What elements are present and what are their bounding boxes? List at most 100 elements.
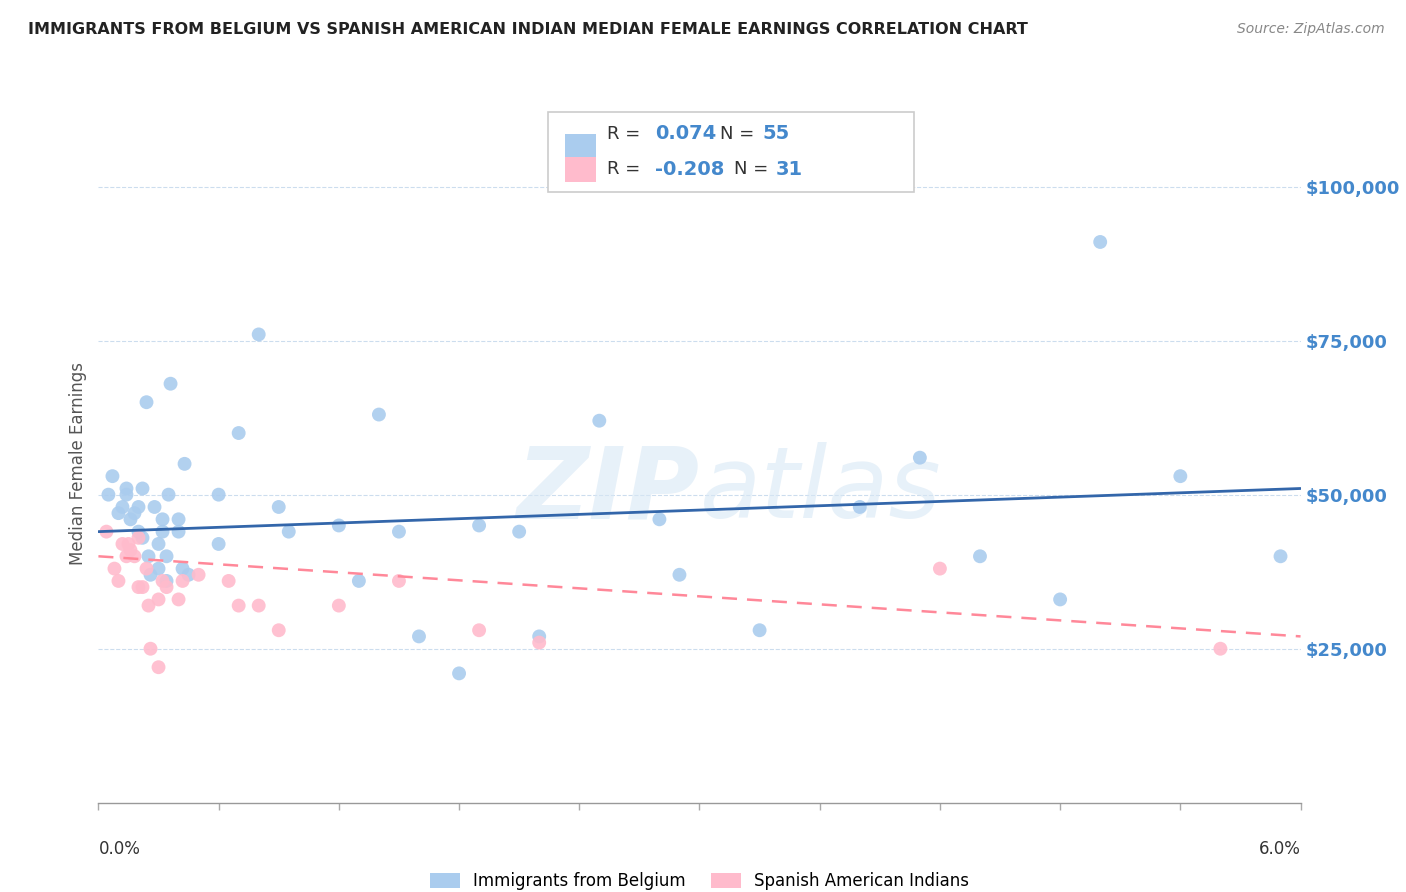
Point (1049, 592, 1071, 607)
Point (1090, 235, 1112, 249)
Point (228, 599, 250, 613)
Point (929, 561, 952, 575)
Point (177, 567, 200, 582)
Point (668, 567, 690, 582)
Text: 0.074: 0.074 (655, 124, 717, 144)
Point (908, 450, 931, 465)
Point (328, 518, 350, 533)
Point (529, 635, 551, 649)
Point (131, 482, 153, 496)
Point (1209, 641, 1232, 656)
Point (97, 488, 120, 502)
Point (128, 580, 150, 594)
Point (148, 660, 170, 674)
Point (408, 629, 430, 643)
Text: Source: ZipAtlas.com: Source: ZipAtlas.com (1237, 22, 1385, 37)
Point (120, 543, 142, 558)
Point (155, 549, 177, 564)
Text: 55: 55 (762, 124, 789, 144)
Point (167, 512, 190, 526)
Point (208, 537, 231, 551)
Point (117, 537, 139, 551)
Point (138, 549, 160, 564)
Point (648, 512, 671, 526)
Text: N =: N = (720, 125, 759, 143)
Point (247, 599, 270, 613)
Point (159, 376, 181, 391)
Point (135, 395, 157, 409)
Point (128, 524, 150, 539)
Text: atlas: atlas (699, 442, 941, 540)
Point (849, 500, 872, 514)
Point (128, 531, 150, 545)
Text: 6.0%: 6.0% (1258, 840, 1301, 858)
Point (969, 549, 991, 564)
Point (103, 561, 125, 575)
Point (152, 574, 174, 588)
Point (277, 524, 299, 539)
Point (155, 580, 177, 594)
Text: N =: N = (734, 161, 773, 178)
Point (588, 414, 610, 428)
Point (347, 574, 370, 588)
Point (228, 425, 250, 440)
Point (172, 574, 194, 588)
Point (115, 549, 138, 564)
Point (468, 624, 491, 638)
Text: IMMIGRANTS FROM BELGIUM VS SPANISH AMERICAN INDIAN MEDIAN FEMALE EARNINGS CORREL: IMMIGRANTS FROM BELGIUM VS SPANISH AMERI… (28, 22, 1028, 37)
Point (152, 512, 174, 526)
Point (101, 469, 124, 483)
Point (139, 641, 162, 656)
Point (96, 524, 118, 539)
Text: ZIP: ZIP (516, 442, 699, 540)
Point (247, 327, 270, 342)
Point (152, 524, 174, 539)
Point (111, 537, 134, 551)
Point (111, 500, 134, 514)
Point (172, 561, 194, 575)
Point (155, 574, 177, 588)
Point (208, 488, 231, 502)
Point (120, 512, 142, 526)
Point (267, 624, 290, 638)
Legend: Immigrants from Belgium, Spanish American Indians: Immigrants from Belgium, Spanish America… (430, 872, 969, 890)
Text: 31: 31 (776, 160, 803, 179)
Point (115, 482, 138, 496)
Text: R =: R = (607, 161, 647, 178)
Point (138, 599, 160, 613)
Point (148, 592, 170, 607)
Point (218, 574, 240, 588)
Point (267, 500, 290, 514)
Point (135, 561, 157, 575)
Point (148, 537, 170, 551)
Point (328, 599, 350, 613)
Point (131, 580, 153, 594)
Point (167, 524, 190, 539)
Y-axis label: Median Female Earnings: Median Female Earnings (69, 362, 87, 566)
Point (508, 524, 530, 539)
Point (128, 500, 150, 514)
Text: 0.0%: 0.0% (98, 840, 141, 858)
Text: -0.208: -0.208 (655, 160, 724, 179)
Point (157, 488, 180, 502)
Point (468, 518, 491, 533)
Point (173, 457, 195, 471)
Point (748, 624, 770, 638)
Point (124, 506, 146, 520)
Point (107, 506, 129, 520)
Text: R =: R = (607, 125, 647, 143)
Point (131, 531, 153, 545)
Point (368, 408, 391, 422)
Point (388, 574, 411, 588)
Point (529, 629, 551, 643)
Point (167, 592, 190, 607)
Point (148, 561, 170, 575)
Point (115, 488, 138, 502)
Point (1170, 469, 1192, 483)
Point (143, 500, 166, 514)
Point (187, 567, 209, 582)
Point (388, 524, 411, 539)
Point (107, 574, 129, 588)
Point (139, 567, 162, 582)
Point (447, 666, 470, 681)
